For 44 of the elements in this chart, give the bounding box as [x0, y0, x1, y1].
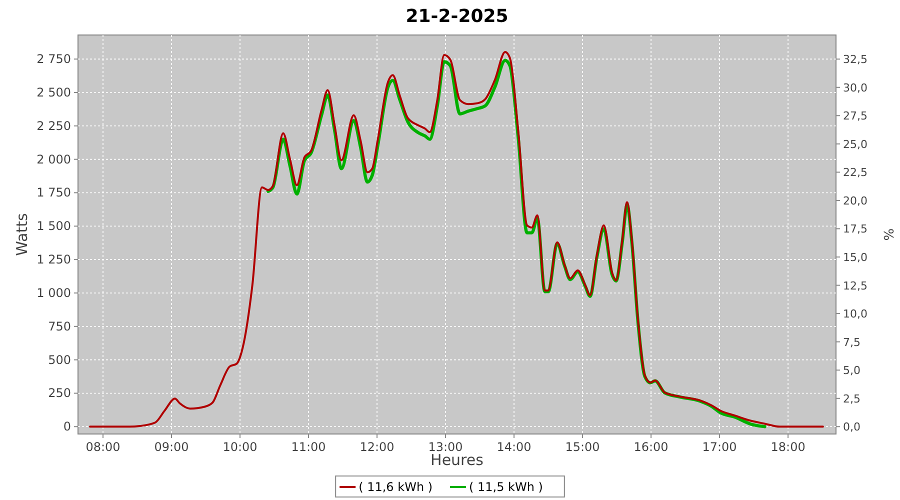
y-tick-label: 1 500: [36, 219, 71, 234]
y2-tick-label: 30,0: [843, 81, 868, 94]
y-tick-label: 2 500: [36, 85, 71, 100]
y2-tick-label: 5,0: [843, 364, 860, 378]
x-axis-title: Heures: [430, 451, 484, 469]
y2-tick-label: 10,0: [843, 308, 868, 321]
y2-tick-label: 20,0: [843, 194, 868, 208]
y-axis-title: Watts: [13, 213, 31, 256]
x-tick-label: 18:00: [770, 440, 806, 454]
y-tick-label: 2 750: [36, 52, 71, 66]
y-tick-label: 750: [48, 319, 71, 334]
x-tick-label: 14:00: [496, 440, 532, 454]
legend-label: ( 11,6 kWh ): [358, 480, 433, 494]
x-tick-label: 16:00: [634, 440, 668, 454]
y-tick-label: 2 000: [36, 152, 71, 166]
y2-tick-label: 12,5: [843, 279, 868, 292]
y2-tick-label: 7,5: [843, 336, 860, 349]
x-tick-label: 15:00: [565, 440, 600, 454]
y-tick-label: 2 250: [36, 118, 71, 133]
x-tick-label: 17:00: [702, 440, 737, 454]
y-tick-label: 0: [63, 420, 71, 434]
x-tick-label: 13:00: [428, 440, 463, 454]
y-tick-label: 1 000: [36, 286, 71, 300]
y-tick-label: 1 250: [36, 252, 71, 267]
y-tick-label: 1 750: [36, 186, 71, 200]
y-tick-label: 500: [48, 352, 71, 367]
y-tick-label: 250: [48, 386, 71, 400]
y2-axis-title: %: [880, 228, 895, 241]
legend-label: ( 11,5 kWh ): [469, 480, 543, 494]
x-tick-label: 08:00: [86, 440, 120, 454]
x-tick-label: 09:00: [154, 440, 189, 454]
y2-tick-label: 25,0: [843, 138, 868, 151]
x-tick-label: 10:00: [222, 440, 258, 454]
y2-tick-label: 15,0: [843, 251, 868, 264]
chart-title: 21-2-2025: [406, 6, 508, 27]
x-tick-label: 12:00: [360, 440, 394, 454]
y2-tick-label: 22,5: [843, 166, 868, 180]
y2-tick-label: 32,5: [843, 53, 868, 66]
y2-tick-label: 17,5: [843, 222, 868, 236]
x-tick-label: 11:00: [291, 440, 326, 454]
y2-tick-label: 27,5: [843, 110, 868, 123]
y2-tick-label: 0,0: [843, 420, 860, 434]
line-series: [88, 50, 824, 428]
y2-tick-label: 2,5: [843, 392, 860, 406]
